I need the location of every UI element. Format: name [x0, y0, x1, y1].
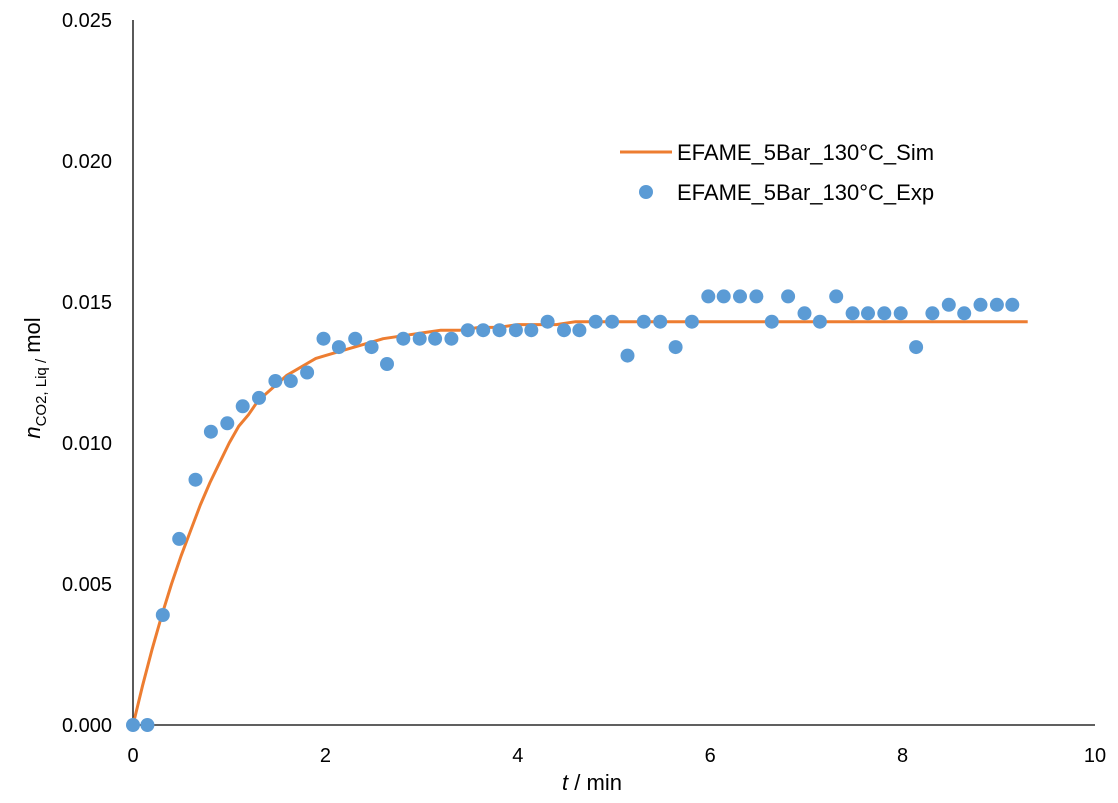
sim-line [131, 320, 1028, 726]
exp-point [684, 314, 699, 329]
legend-exp-marker [639, 185, 653, 199]
exp-point [188, 472, 203, 487]
exp-point [572, 323, 587, 338]
exp-point [605, 314, 620, 329]
exp-point [812, 314, 827, 329]
x-tick-label: 8 [897, 745, 908, 767]
legend: EFAME_5Bar_130°C_Sim EFAME_5Bar_130°C_Ex… [620, 140, 934, 205]
exp-point [716, 289, 731, 304]
exp-point [412, 331, 427, 346]
exp-point [749, 289, 764, 304]
sim-series [131, 320, 1028, 726]
exp-point [557, 323, 571, 338]
exp-point [140, 718, 155, 732]
y-tick-label: 0.025 [62, 10, 112, 32]
exp-point [203, 424, 218, 439]
exp-point [588, 314, 603, 329]
exp-point [925, 306, 940, 321]
exp-point [396, 331, 411, 346]
exp-point [364, 340, 379, 355]
exp-point [444, 331, 459, 346]
exp-point [428, 331, 443, 346]
exp-point [764, 314, 779, 329]
exp-point [973, 297, 988, 312]
exp-point [380, 357, 394, 371]
y-tick-label: 0.000 [62, 715, 112, 737]
exp-point [220, 416, 235, 431]
exp-point [989, 297, 1004, 312]
exp-point [893, 306, 908, 321]
y-tick-label: 0.010 [62, 433, 112, 455]
exp-point [172, 531, 187, 546]
exp-point [283, 374, 298, 388]
y-tick-label: 0.015 [62, 292, 112, 314]
exp-point [861, 306, 875, 321]
exp-point [508, 323, 523, 338]
legend-exp-label: EFAME_5Bar_130°C_Exp [677, 180, 934, 205]
x-tick-label: 6 [705, 745, 716, 767]
exp-series [126, 289, 1020, 732]
exp-point [781, 289, 796, 304]
exp-point [155, 608, 170, 622]
y-tick-label: 0.005 [62, 574, 112, 596]
legend-sim-label: EFAME_5Bar_130°C_Sim [677, 140, 934, 165]
exp-point [845, 306, 860, 321]
x-tick-label: 2 [320, 745, 331, 767]
exp-point [126, 718, 140, 732]
x-axis-ticks: 0 2 4 6 8 10 [127, 745, 1106, 767]
exp-point [460, 323, 475, 338]
exp-point [636, 314, 651, 329]
axes [132, 20, 1095, 726]
exp-point [252, 390, 266, 405]
y-tick-label: 0.020 [62, 151, 112, 173]
exp-point [268, 374, 283, 388]
exp-point [300, 365, 315, 380]
x-tick-label: 4 [512, 745, 523, 767]
exp-point [540, 314, 555, 329]
exp-point [331, 340, 346, 355]
exp-point [701, 289, 716, 304]
exp-point [941, 297, 956, 312]
exp-point [877, 306, 892, 321]
exp-point [620, 348, 635, 363]
exp-point [668, 340, 683, 355]
exp-point [492, 323, 507, 338]
y-axis-label: nCO2, Liq / mol [20, 317, 50, 438]
exp-point [829, 289, 844, 304]
x-tick-label: 10 [1084, 745, 1106, 767]
x-tick-label: 0 [127, 745, 138, 767]
exp-point [348, 331, 363, 346]
exp-point [957, 306, 972, 321]
y-axis-ticks: 0.000 0.005 0.010 0.015 0.020 0.025 [62, 10, 112, 737]
exp-point [316, 331, 331, 346]
exp-point [797, 306, 812, 321]
x-axis-label: t / min [562, 770, 622, 795]
exp-point [733, 289, 747, 304]
exp-point [524, 323, 539, 338]
exp-point [653, 314, 668, 329]
exp-point [235, 399, 250, 414]
exp-point [476, 323, 491, 338]
exp-point [909, 340, 924, 355]
exp-point [1005, 297, 1020, 312]
